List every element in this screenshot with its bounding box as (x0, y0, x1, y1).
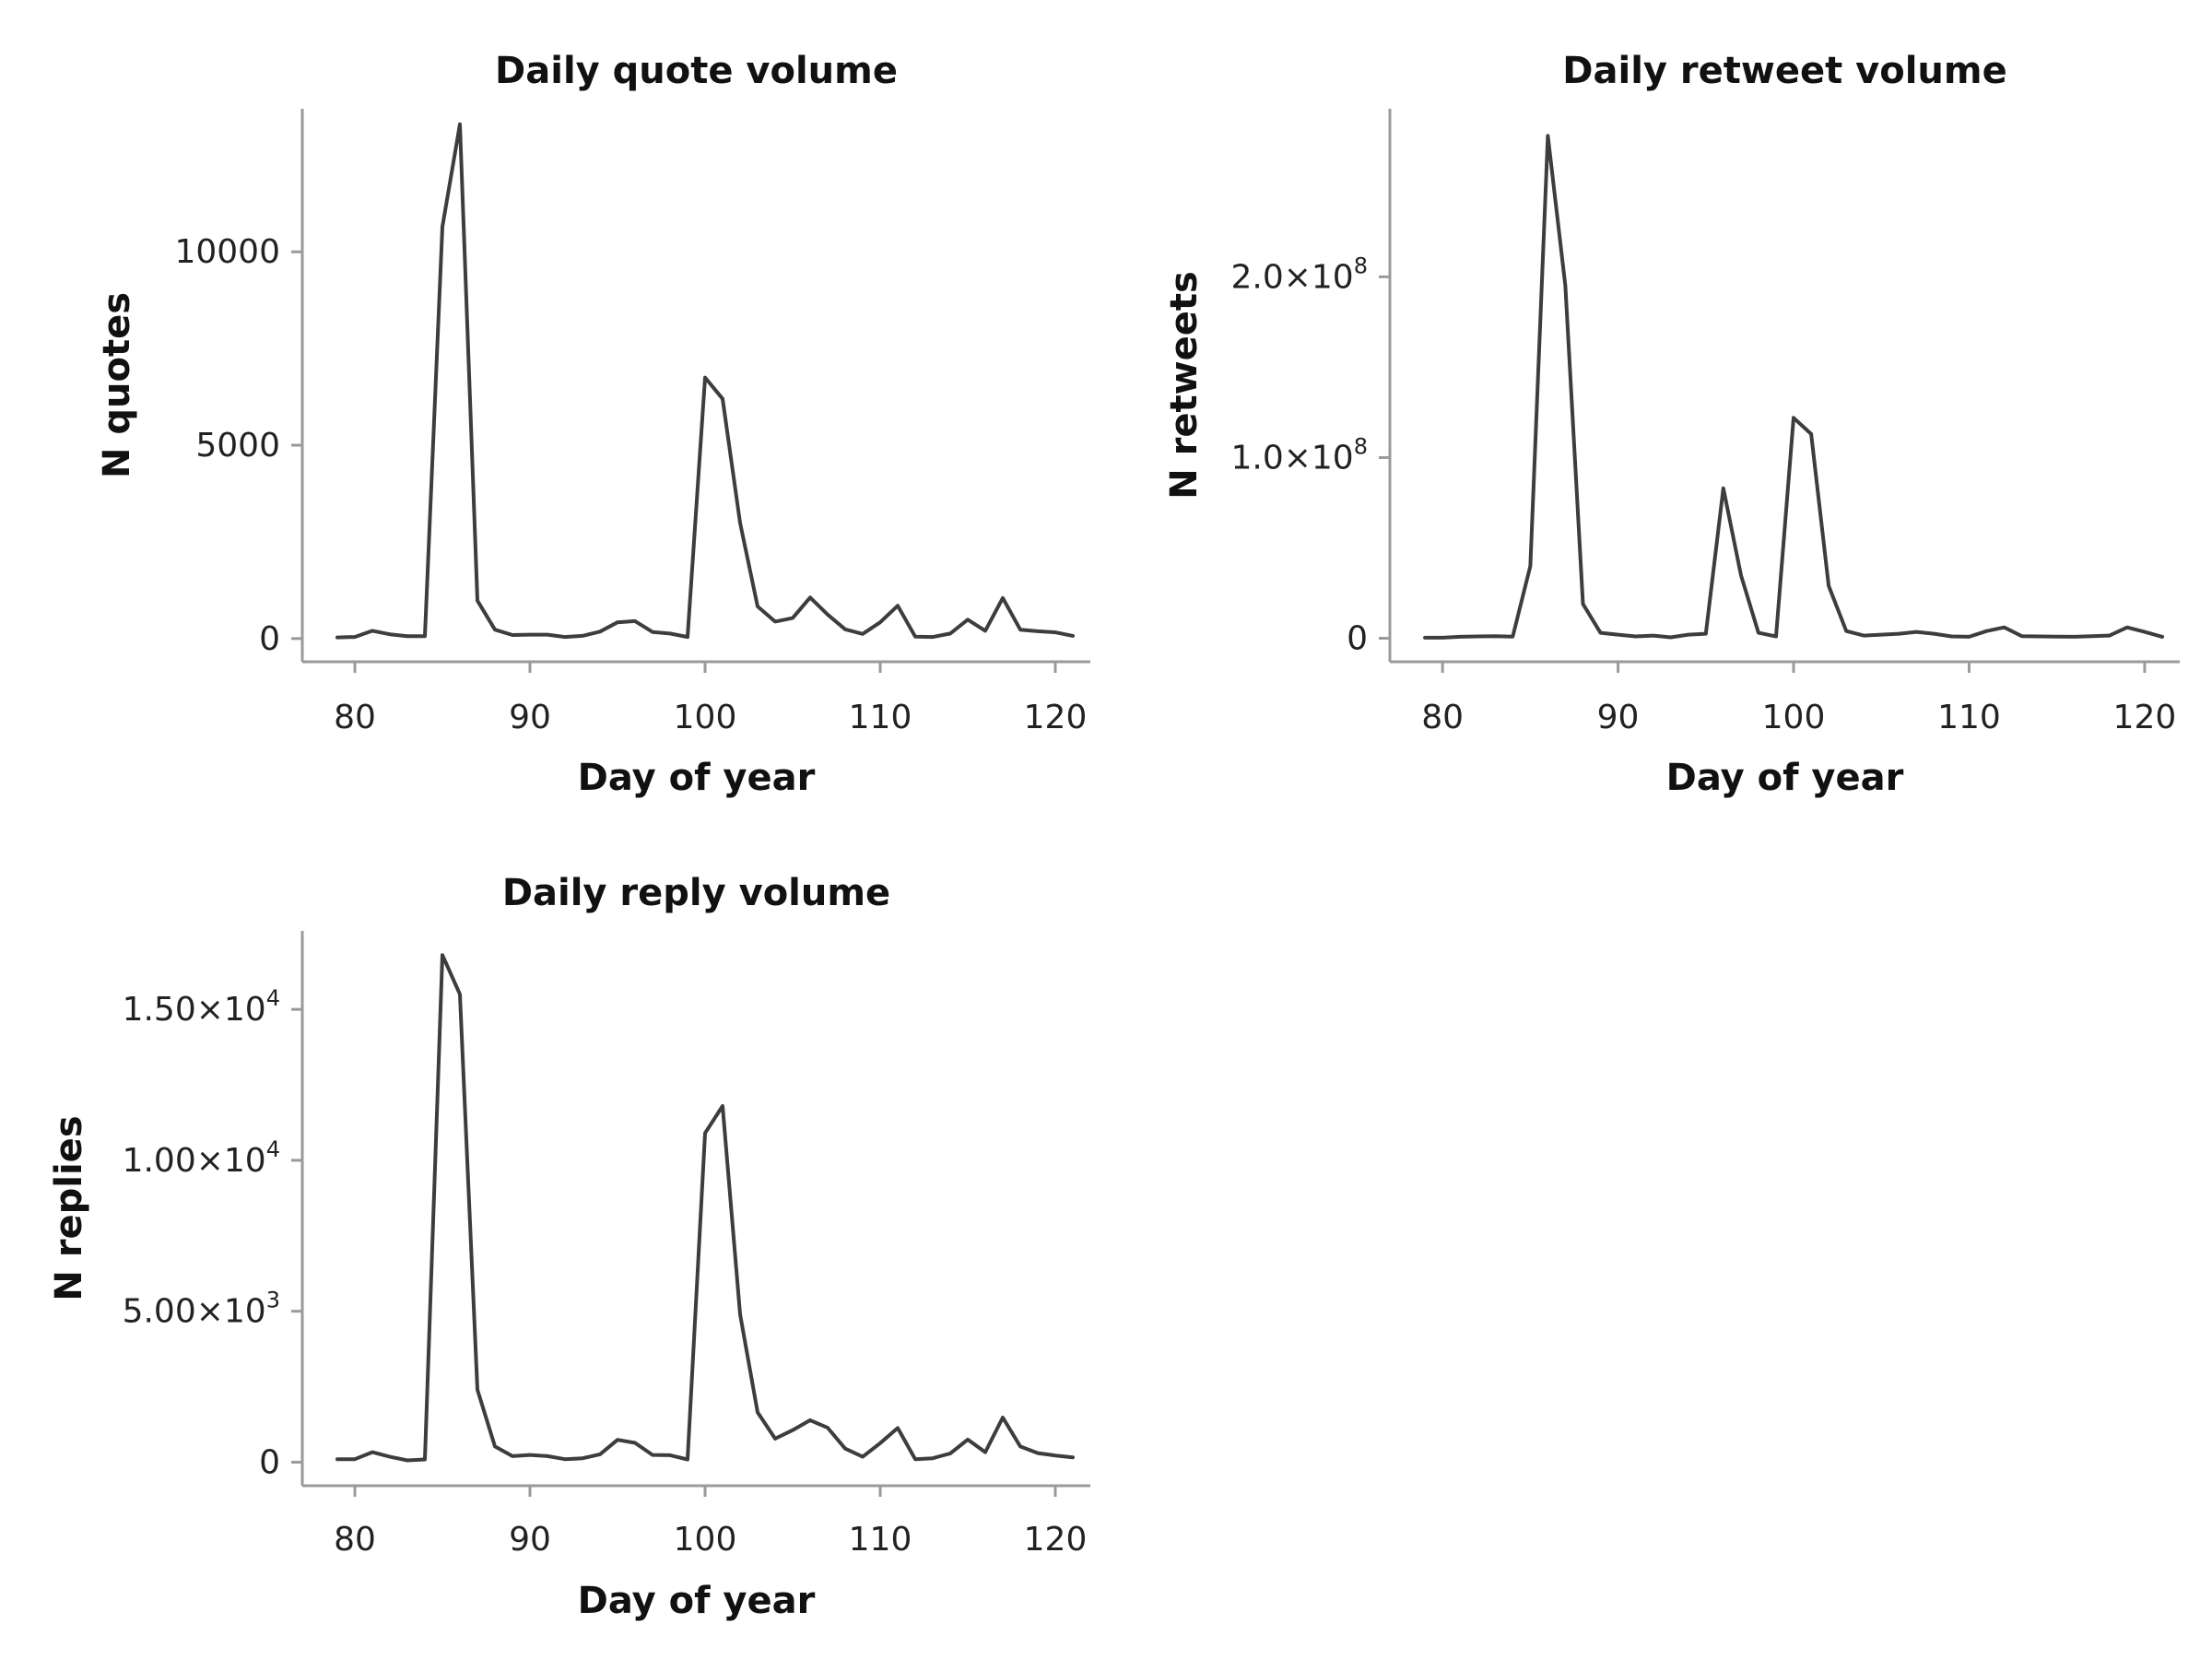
y-tick-label: 5.00×103 (123, 1288, 280, 1331)
chart-title: Daily quote volume (495, 50, 898, 92)
y-tick-base: 5.00×10 (123, 1293, 266, 1331)
chart-panel-1: Daily quote volume 80 90 100 110 120 0 5000 1000… (96, 50, 1090, 799)
y-tick-label: 0 (259, 1443, 280, 1481)
y-tick-base: 2.0×10 (1230, 258, 1353, 296)
x-tick-label: 120 (1024, 1521, 1088, 1559)
x-axis-label: Day of year (578, 1580, 816, 1622)
series-line (335, 122, 1075, 640)
y-tick-label: 5000 (195, 427, 280, 465)
x-tick-label: 80 (1421, 699, 1464, 736)
y-axis-label: N quotes (96, 292, 138, 478)
y-tick-base: 0 (1347, 620, 1368, 658)
y-tick-label: 2.0×108 (1230, 253, 1368, 296)
y-tick-base: 5000 (195, 427, 280, 465)
y-tick-base: 1.00×10 (123, 1142, 266, 1180)
x-tick-label: 90 (509, 699, 551, 736)
y-tick-exponent: 8 (1354, 433, 1368, 459)
x-tick-label: 80 (334, 1521, 376, 1559)
y-tick-base: 0 (259, 620, 280, 658)
x-tick-label: 80 (334, 699, 376, 736)
chart-panel-3: Daily reply volume 80 90 100 110 120 0 5.00×103… (48, 872, 1090, 1622)
y-axis-label: N replies (48, 1115, 90, 1300)
y-tick-label: 0 (1347, 620, 1368, 658)
y-tick-exponent: 3 (266, 1288, 280, 1313)
x-axis-label: Day of year (1666, 757, 1904, 799)
y-tick-base: 1.0×10 (1230, 439, 1353, 477)
y-tick-label: 1.00×104 (123, 1136, 280, 1180)
y-tick-exponent: 8 (1354, 253, 1368, 278)
x-tick-label: 100 (1762, 699, 1826, 736)
y-tick-exponent: 4 (266, 985, 280, 1011)
y-tick-exponent: 4 (266, 1136, 280, 1162)
x-tick-label: 90 (1597, 699, 1640, 736)
y-tick-label: 1.0×108 (1230, 433, 1368, 477)
x-tick-label: 110 (849, 699, 912, 736)
y-axis-label: N retweets (1163, 271, 1206, 500)
y-tick-base: 1.50×10 (123, 991, 266, 1029)
y-tick-label: 1.50×104 (123, 985, 280, 1029)
x-tick-label: 100 (674, 699, 737, 736)
y-tick-base: 0 (259, 1443, 280, 1481)
chart-title: Daily reply volume (502, 872, 890, 914)
series-line (1423, 134, 2164, 640)
chart-panel-2: Daily retweet volume 80 90 100 110 120 0 1.0×10… (1163, 50, 2180, 799)
series-line (335, 953, 1075, 1463)
x-axis-label: Day of year (578, 757, 816, 799)
y-tick-base: 10000 (174, 233, 280, 271)
x-tick-label: 120 (1024, 699, 1088, 736)
x-tick-label: 110 (1937, 699, 2001, 736)
x-tick-label: 100 (674, 1521, 737, 1559)
x-tick-label: 90 (509, 1521, 551, 1559)
y-tick-label: 10000 (174, 233, 280, 271)
y-tick-label: 0 (259, 620, 280, 658)
x-tick-label: 110 (849, 1521, 912, 1559)
x-tick-label: 120 (2113, 699, 2177, 736)
chart-title: Daily retweet volume (1562, 50, 2006, 92)
